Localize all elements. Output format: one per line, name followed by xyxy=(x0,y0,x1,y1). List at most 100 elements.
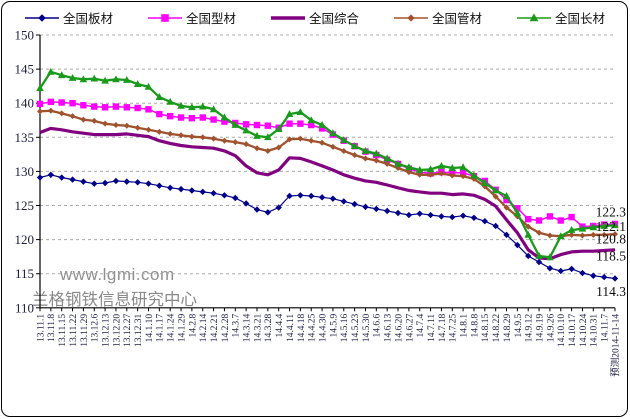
diamond-marker-icon xyxy=(38,13,46,22)
diamond-marker-icon xyxy=(568,231,575,238)
diamond-marker-icon xyxy=(351,152,358,159)
diamond-marker-icon xyxy=(329,143,336,150)
square-marker-icon xyxy=(145,106,152,113)
diamond-marker-icon xyxy=(166,184,174,191)
end-value-label: 118.5 xyxy=(596,248,626,263)
diamond-marker-icon xyxy=(579,269,586,277)
diamond-marker-icon xyxy=(503,231,510,239)
triangle-marker-icon xyxy=(57,71,66,79)
triangle-marker-icon xyxy=(79,75,88,83)
square-marker-icon xyxy=(199,114,206,121)
watermark-org: 兰格钢铁信息研究中心 xyxy=(32,290,197,309)
diamond-marker-icon xyxy=(329,195,337,202)
diamond-marker-icon xyxy=(232,194,239,202)
diamond-marker-icon xyxy=(156,128,163,135)
triangle-marker-icon xyxy=(296,108,305,115)
triangle-marker-icon xyxy=(611,221,619,229)
x-tick-label: 13.11.15 xyxy=(58,314,68,347)
x-tick-label: 13.12.6 xyxy=(91,314,101,343)
diamond-marker-icon xyxy=(590,231,597,238)
square-marker-icon xyxy=(91,103,98,110)
diamond-marker-icon xyxy=(69,176,76,183)
diamond-marker-icon xyxy=(275,144,282,151)
diamond-marker-icon xyxy=(427,171,434,178)
x-tick-label: 13.11.22 xyxy=(69,314,79,347)
square-marker-icon xyxy=(134,104,141,112)
legend-item: 全国管材 xyxy=(393,8,482,27)
x-tick-label: 13.12.27 xyxy=(123,314,133,348)
diamond-marker-icon xyxy=(340,147,347,154)
x-tick-label: 14.3.28 xyxy=(264,314,274,343)
diamond-marker-icon xyxy=(438,170,445,177)
square-marker-icon xyxy=(308,121,315,129)
diamond-marker-icon xyxy=(297,192,304,199)
diamond-marker-icon xyxy=(459,212,467,219)
diamond-marker-icon xyxy=(612,231,618,238)
x-tick-label: 14.7.18 xyxy=(438,314,448,343)
x-tick-label: 14.6.13 xyxy=(384,314,394,343)
diamond-marker-icon xyxy=(80,178,87,185)
square-marker-icon xyxy=(253,121,261,129)
x-tick-label: 14.9.12 xyxy=(525,314,535,343)
y-tick-label: 115 xyxy=(15,266,34,281)
y-tick-label: 135 xyxy=(15,130,35,145)
x-tick-label: 13.11.1 xyxy=(36,314,46,342)
square-marker-icon xyxy=(318,125,326,132)
triangle-marker-icon xyxy=(524,230,533,238)
triangle-marker-icon xyxy=(155,93,164,100)
triangle-marker-icon xyxy=(144,82,153,90)
triangle-marker-icon xyxy=(578,224,587,232)
square-marker-icon xyxy=(557,217,564,224)
diamond-marker-icon xyxy=(525,223,532,230)
y-tick-label: 150 xyxy=(15,28,35,43)
x-tick-label: 14.6.20 xyxy=(394,314,404,343)
x-tick-label: 14.9.5 xyxy=(514,314,524,338)
diamond-marker-icon xyxy=(210,190,217,197)
x-tick-label: 14.9.26 xyxy=(546,314,556,343)
x-tick-label: 14.10.31 xyxy=(590,314,600,348)
triangle-marker-icon xyxy=(448,163,457,171)
x-tick-label: 14.1.17 xyxy=(156,314,166,343)
x-tick-label: 14.6.6 xyxy=(373,314,383,338)
legend-item: 全国型材 xyxy=(147,8,236,27)
x-tick-label: 13.12.13 xyxy=(101,314,111,348)
diamond-marker-icon xyxy=(286,192,293,200)
diamond-marker-icon xyxy=(102,120,109,127)
triangle-marker-icon xyxy=(36,84,44,92)
x-tick-label: 14.6.27 xyxy=(405,314,415,343)
triangle-marker-icon xyxy=(556,232,565,240)
diamond-marker-icon xyxy=(611,275,619,282)
triangle-marker-icon xyxy=(546,253,554,261)
triangle-marker-icon xyxy=(318,121,326,128)
x-tick-label: 预测2014-11-14 xyxy=(610,314,621,377)
diamond-marker-icon xyxy=(58,174,65,181)
diamond-marker-icon xyxy=(264,209,272,216)
square-marker-icon xyxy=(242,121,250,128)
series-line xyxy=(39,70,616,259)
diamond-marker-icon xyxy=(91,180,98,187)
square-marker-icon xyxy=(221,118,228,125)
x-tick-label: 14.4.30 xyxy=(318,314,328,343)
y-tick-label: 145 xyxy=(15,62,35,77)
x-tick-label: 14.10.17 xyxy=(568,314,578,348)
x-tick-label: 14.2.14 xyxy=(199,314,209,343)
triangle-marker-icon xyxy=(502,191,511,199)
triangle-marker-icon xyxy=(600,221,608,229)
x-tick-label: 14.5.16 xyxy=(340,314,350,343)
x-tick-label: 14.10.10 xyxy=(557,314,567,348)
triangle-marker-icon xyxy=(383,154,391,162)
x-tick-label: 14.11.7 xyxy=(601,314,611,342)
triangle-marker-icon xyxy=(122,76,131,83)
x-tick-label: 14.3.7 xyxy=(232,314,242,338)
diamond-marker-icon xyxy=(221,137,228,144)
diamond-marker-icon xyxy=(58,110,65,117)
diamond-legend-swatch-icon xyxy=(394,13,428,22)
watermark-site: www.lgmi.com xyxy=(60,265,175,284)
diamond-marker-icon xyxy=(449,172,456,179)
triangle-marker-icon xyxy=(177,101,185,109)
legend-label: 全国综合 xyxy=(308,12,359,26)
diamond-marker-icon xyxy=(243,141,250,148)
x-tick-label: 14.4.11 xyxy=(286,314,296,342)
diamond-marker-icon xyxy=(535,258,543,266)
